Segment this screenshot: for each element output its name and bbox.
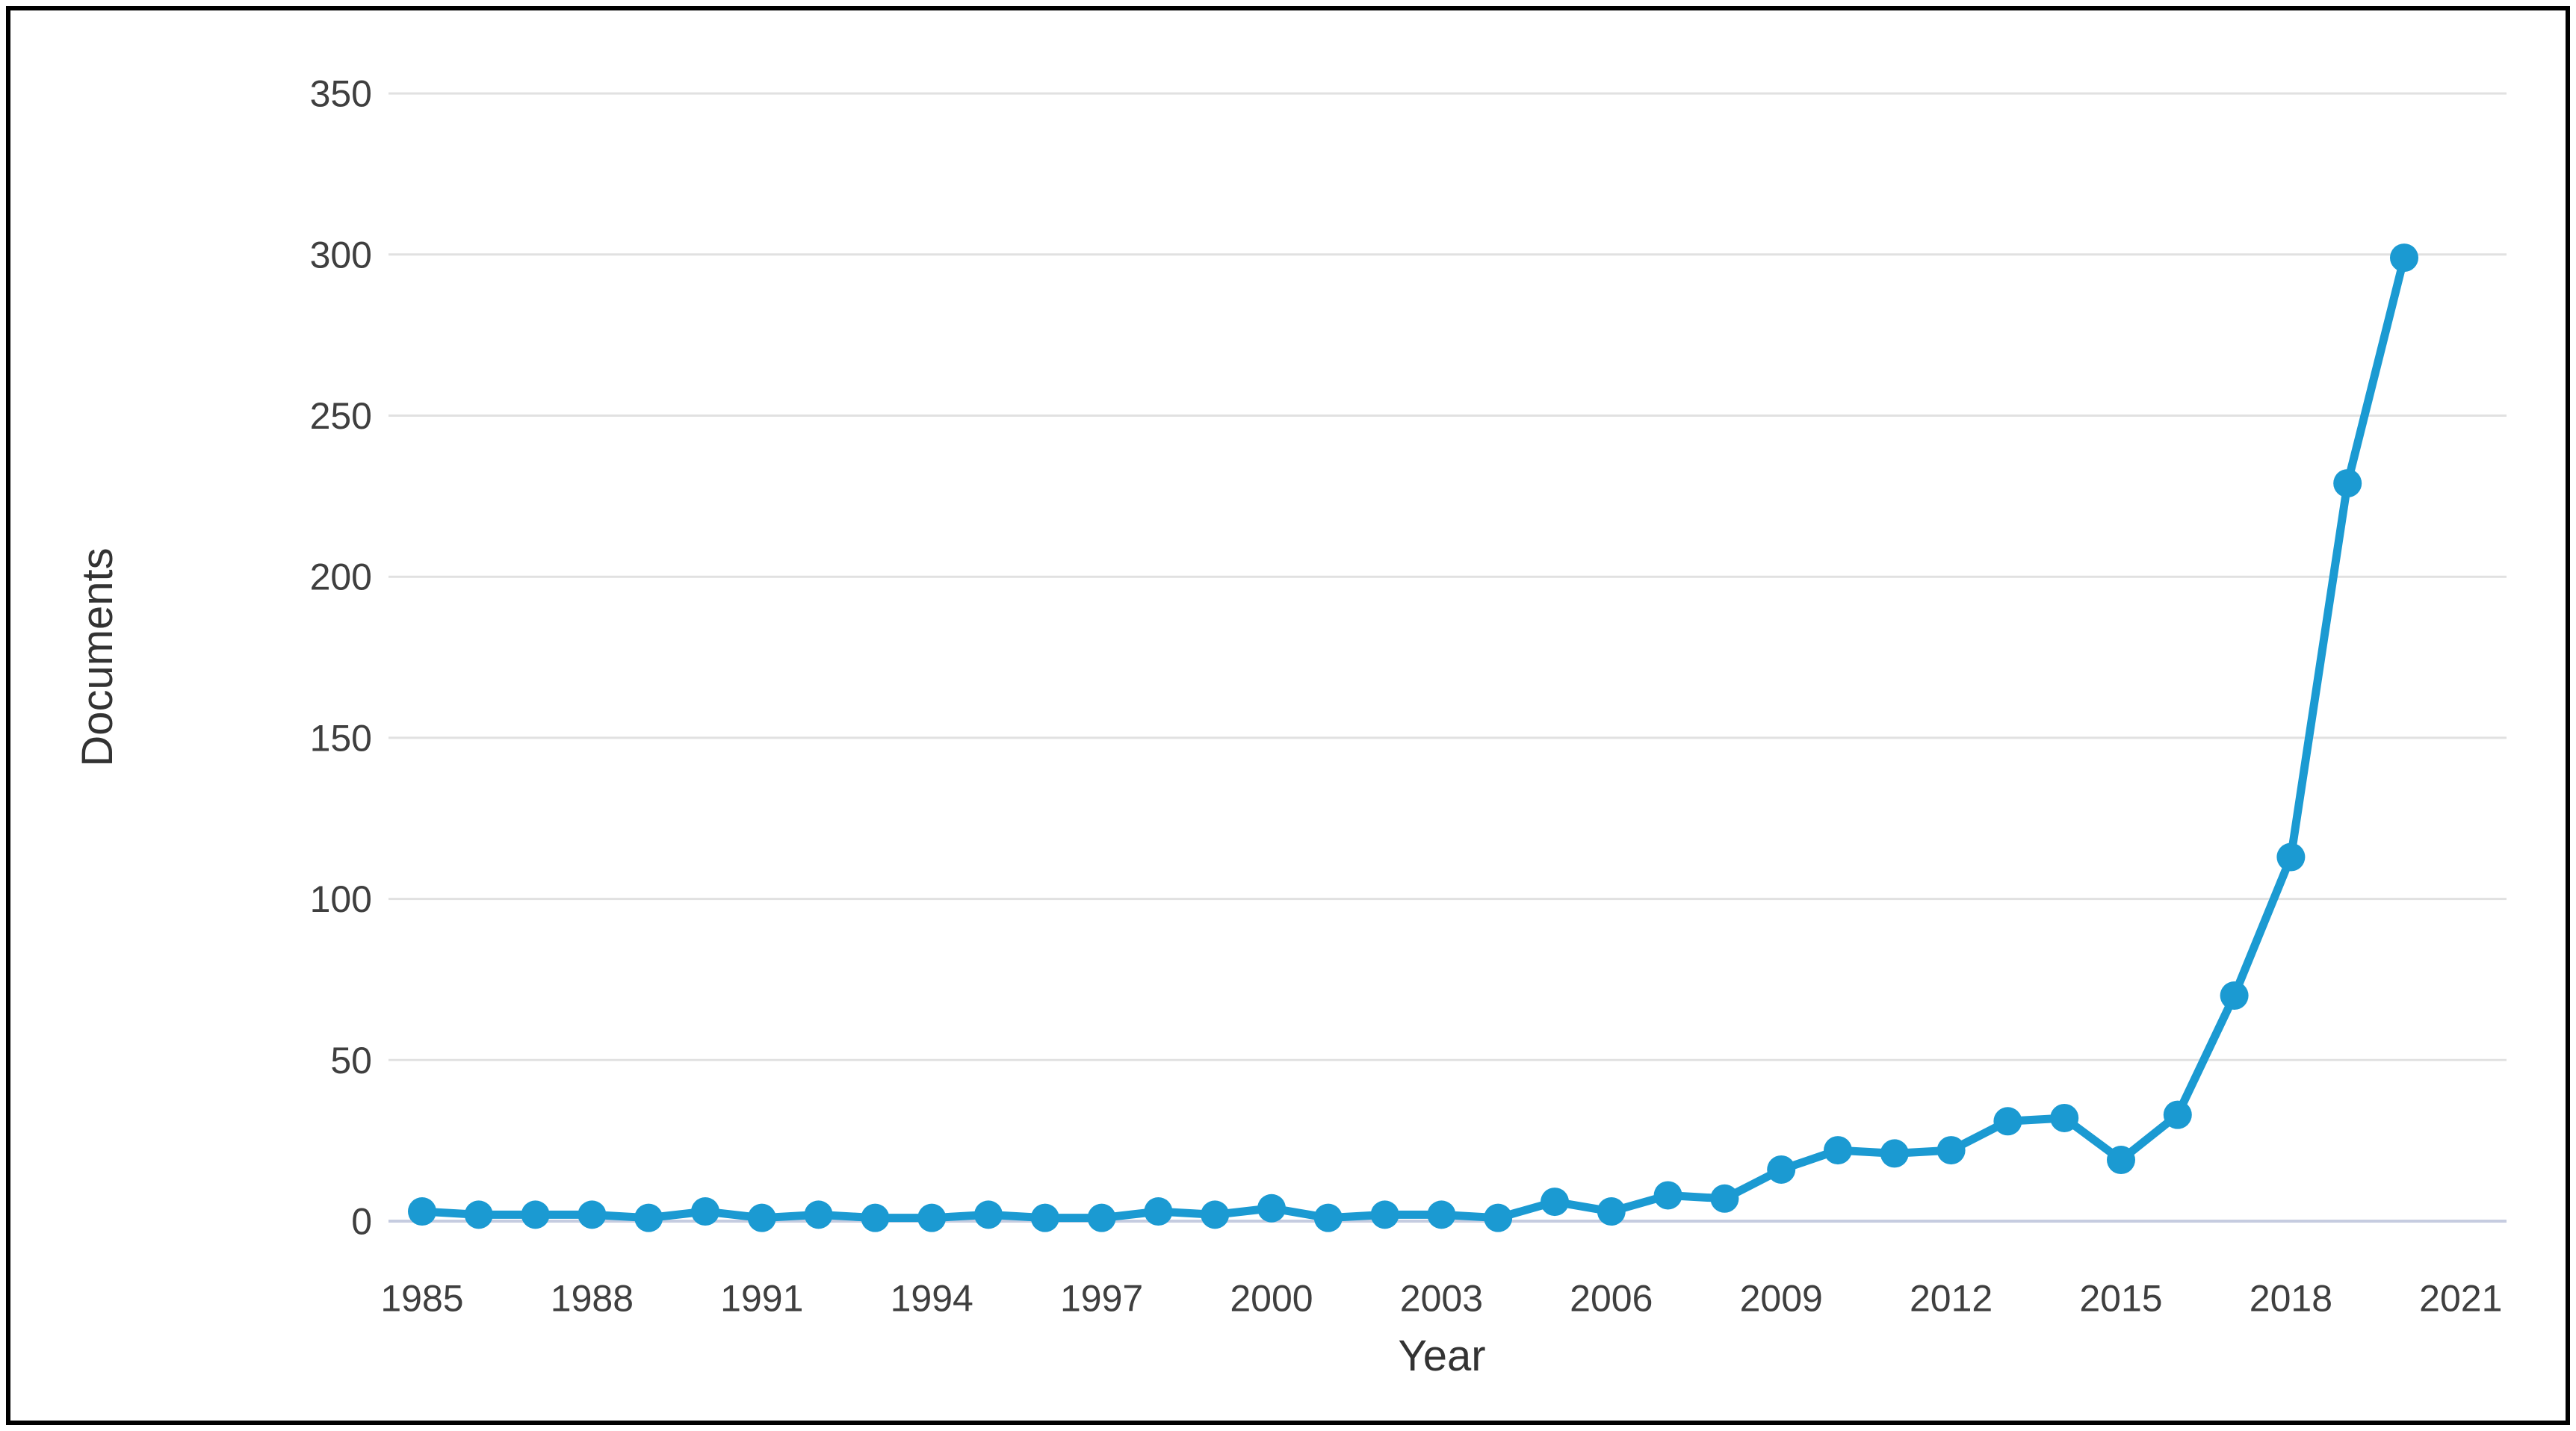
- data-point: [861, 1203, 890, 1232]
- y-tick-label: 300: [310, 234, 372, 276]
- data-point: [804, 1200, 833, 1229]
- data-point: [2220, 981, 2249, 1011]
- data-point: [1880, 1139, 1909, 1168]
- data-point: [2163, 1100, 2192, 1129]
- data-point: [1313, 1203, 1343, 1232]
- data-points: [408, 243, 2418, 1232]
- data-point: [1484, 1203, 1513, 1232]
- data-point: [917, 1203, 947, 1232]
- data-point: [1201, 1200, 1230, 1229]
- data-point: [974, 1200, 1003, 1229]
- x-tick-label: 2009: [1740, 1278, 1823, 1320]
- data-point: [578, 1200, 607, 1229]
- data-point: [1030, 1203, 1059, 1232]
- y-axis-title: Documents: [73, 547, 122, 766]
- data-point: [1541, 1188, 1569, 1217]
- data-point: [2050, 1103, 2079, 1132]
- x-tick-label: 2003: [1400, 1278, 1483, 1320]
- y-tick-label: 200: [310, 556, 372, 598]
- data-point: [2276, 842, 2306, 872]
- x-tick-label: 2006: [1570, 1278, 1653, 1320]
- data-point: [521, 1200, 550, 1229]
- x-tick-label: 1994: [891, 1278, 973, 1320]
- data-point: [1427, 1200, 1456, 1229]
- data-point: [1370, 1200, 1399, 1229]
- y-tick-label: 150: [310, 717, 372, 759]
- x-tick-label: 1997: [1060, 1278, 1143, 1320]
- x-tick-label: 1988: [551, 1278, 634, 1320]
- data-point: [1144, 1197, 1173, 1226]
- data-point: [747, 1203, 776, 1232]
- x-tick-label: 2000: [1230, 1278, 1313, 1320]
- data-point: [1653, 1181, 1682, 1210]
- data-point: [1936, 1136, 1966, 1165]
- data-point: [634, 1203, 663, 1232]
- x-axis-tick-labels: 1985 1988 1991 1994 1997 2000 2003 2006 2009 2012…: [380, 1278, 2502, 1320]
- data-point: [1993, 1107, 2022, 1136]
- y-tick-label: 50: [330, 1040, 372, 1081]
- data-point: [1767, 1155, 1796, 1184]
- y-tick-label: 0: [351, 1201, 372, 1243]
- data-point: [1824, 1136, 1852, 1165]
- x-tick-label: 1985: [380, 1278, 463, 1320]
- data-point: [1597, 1197, 1626, 1226]
- y-tick-label: 250: [310, 395, 372, 437]
- x-tick-label: 1991: [720, 1278, 803, 1320]
- x-tick-label: 2015: [2079, 1278, 2162, 1320]
- data-point: [2107, 1146, 2135, 1175]
- y-axis-tick-labels: 0 50 100 150 200 250 300 350: [310, 73, 372, 1243]
- data-point: [464, 1200, 493, 1229]
- x-axis-title: Year: [1398, 1332, 1485, 1380]
- y-tick-label: 100: [310, 878, 372, 920]
- data-point: [2390, 243, 2418, 273]
- x-tick-label: 2018: [2250, 1278, 2332, 1320]
- y-tick-label: 350: [310, 73, 372, 115]
- data-point: [691, 1197, 719, 1226]
- data-point: [2333, 469, 2362, 498]
- data-point: [1257, 1193, 1286, 1223]
- data-point: [408, 1197, 436, 1226]
- gridlines: [388, 92, 2507, 1223]
- x-tick-label: 2021: [2419, 1278, 2502, 1320]
- data-point: [1087, 1203, 1116, 1232]
- x-tick-label: 2012: [1910, 1278, 1993, 1320]
- data-point: [1710, 1184, 1739, 1213]
